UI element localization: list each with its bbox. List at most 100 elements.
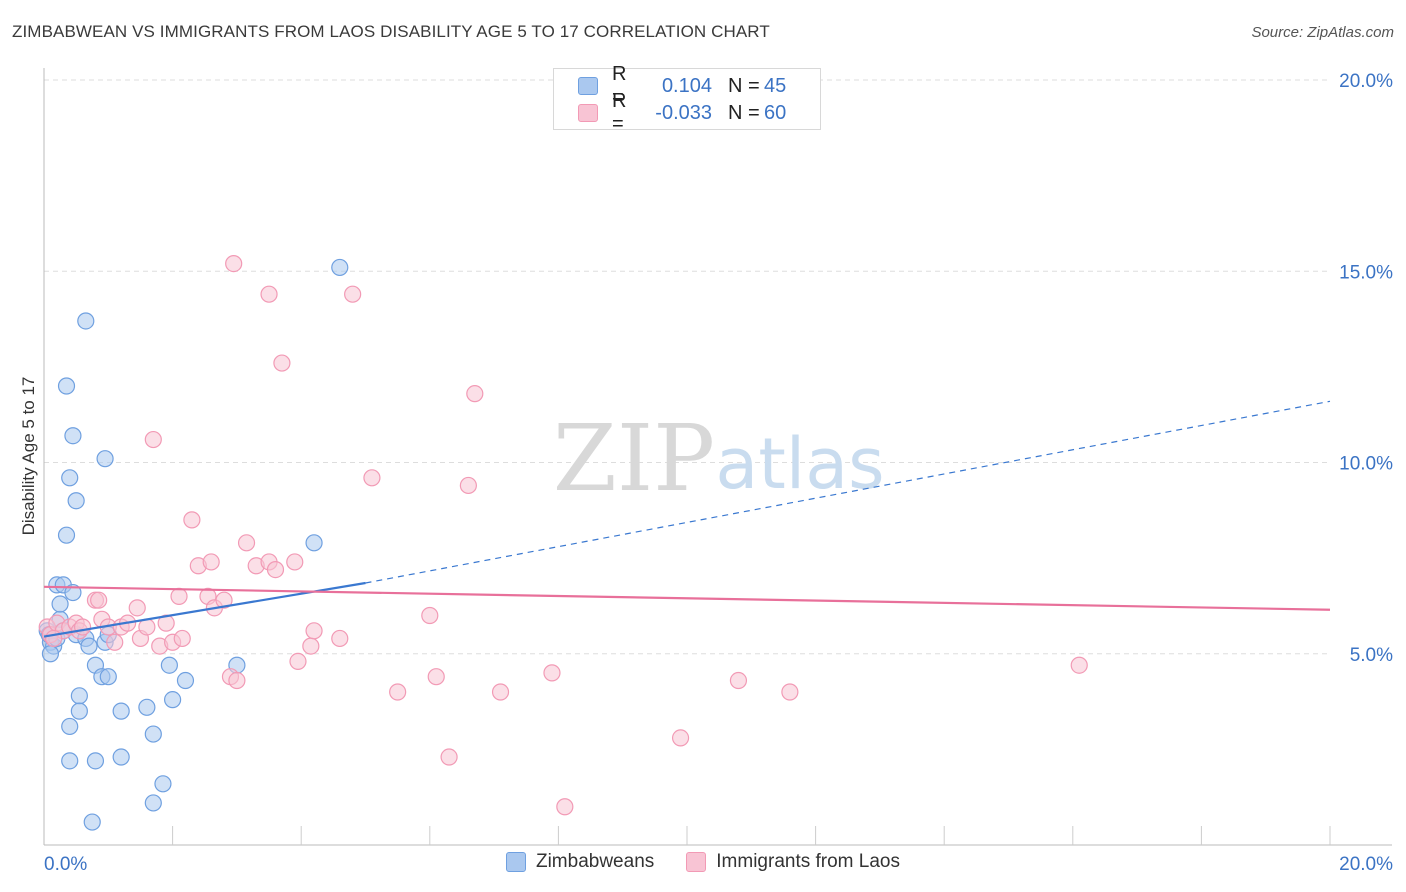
- laos-point: [202, 553, 220, 571]
- zimbabwean-point: [144, 725, 162, 743]
- zimbabwean-point: [64, 583, 82, 602]
- zimbabwean-point: [41, 645, 60, 663]
- laos-point: [543, 664, 561, 682]
- bottom-swatch-zimbabweans: [505, 852, 526, 872]
- y-tick-label: 5.0%: [1350, 645, 1393, 666]
- laos-point: [215, 591, 233, 609]
- zimbabwean-trend-extension: [365, 400, 1331, 584]
- laos-point: [421, 606, 439, 625]
- zimbabwean-point: [77, 312, 95, 330]
- laos-point: [289, 652, 307, 671]
- laos-point: [273, 354, 291, 372]
- bottom-legend-laos[interactable]: Immigrants from Laos: [686, 851, 900, 873]
- zimbabwean-point: [61, 469, 79, 487]
- bottom-legend-label: Zimbabweans: [535, 851, 655, 872]
- laos-point: [331, 629, 349, 648]
- zimbabwean-point: [96, 450, 114, 468]
- zimbabwean-point: [138, 698, 156, 716]
- zimbabwean-point: [112, 748, 130, 766]
- zimbabwean-point: [64, 427, 82, 445]
- zimbabwean-point: [61, 717, 79, 736]
- chart-source: Source: ZipAtlas.com: [1251, 24, 1394, 41]
- laos-point: [466, 385, 484, 403]
- zimbabwean-point: [86, 752, 105, 770]
- x-tick-label-max: 20.0%: [1339, 854, 1393, 875]
- laos-point: [427, 668, 445, 686]
- bottom-legend: Zimbabweans Immigrants from Laos: [0, 851, 1406, 873]
- zimbabwean-point: [83, 813, 101, 831]
- laos-point: [556, 798, 574, 816]
- laos-point: [440, 748, 458, 766]
- laos-point: [363, 469, 381, 487]
- y-tick-label: 15.0%: [1339, 262, 1393, 283]
- bottom-legend-zimbabweans[interactable]: Zimbabweans: [505, 851, 655, 873]
- chart-title: ZIMBABWEAN VS IMMIGRANTS FROM LAOS DISAB…: [12, 22, 770, 41]
- laos-point: [266, 560, 285, 579]
- laos-point: [305, 622, 323, 640]
- legend-n-label: N =: [728, 74, 760, 97]
- laos-point: [90, 591, 108, 609]
- legend-row-zimbabweans: R = 0.104 N = 45: [578, 63, 794, 108]
- bottom-legend-label: Immigrants from Laos: [716, 851, 900, 872]
- zimbabwean-point: [99, 668, 117, 686]
- laos-point: [302, 637, 320, 655]
- zimbabwean-point: [331, 258, 349, 277]
- legend-swatch-zimbabweans: [578, 77, 598, 95]
- trend-layer: [43, 400, 1331, 638]
- laos-point: [344, 285, 362, 303]
- points-layer: [38, 255, 1088, 831]
- legend-n-label: N =: [728, 101, 760, 124]
- legend-r-value: -0.033: [655, 101, 712, 124]
- laos-point: [144, 430, 162, 449]
- laos-point: [671, 729, 690, 747]
- laos-point: [237, 534, 256, 552]
- x-tick-label-min: 0.0%: [44, 854, 87, 875]
- laos-point: [389, 683, 407, 701]
- laos-point: [73, 618, 92, 636]
- laos-point: [173, 629, 191, 648]
- legend-r-label: R =: [612, 90, 627, 135]
- legend-swatch-laos: [578, 104, 598, 122]
- zimbabwean-point: [61, 752, 79, 770]
- y-tick-label: 10.0%: [1339, 454, 1393, 475]
- laos-point: [183, 511, 201, 529]
- laos-point: [729, 671, 748, 690]
- zimbabwean-point: [80, 637, 98, 655]
- zimbabwean-point: [67, 492, 85, 510]
- zimbabwean-point: [112, 702, 130, 720]
- laos-trend-line: [43, 585, 1331, 611]
- watermark-atlas: atlas: [715, 423, 884, 505]
- zimbabwean-point: [176, 671, 195, 690]
- zimbabwean-point: [160, 656, 178, 674]
- legend-r-label: R =: [612, 63, 627, 108]
- laos-point: [491, 683, 510, 701]
- y-axis-label: Disability Age 5 to 17: [19, 377, 38, 536]
- zimbabwean-point: [57, 377, 76, 395]
- laos-point: [225, 255, 243, 273]
- laos-point: [45, 629, 63, 648]
- laos-point: [1070, 656, 1088, 674]
- zimbabwean-point: [164, 691, 182, 709]
- laos-point: [106, 633, 124, 651]
- zimbabwean-point: [305, 534, 323, 552]
- legend-n-value: 45: [764, 74, 787, 97]
- legend-n-value: 60: [764, 101, 787, 124]
- zimbabwean-point: [144, 794, 162, 812]
- legend-row-laos: R = -0.033 N = 60: [578, 90, 794, 135]
- legend-box: R = 0.104 N = 45 R = -0.033 N = 60: [553, 63, 821, 135]
- laos-point: [781, 683, 799, 701]
- tick-labels: 5.0% 10.0% 15.0% 20.0% 0.0% 20.0%: [44, 71, 1393, 875]
- laos-point: [459, 476, 477, 495]
- zimbabwean-point: [154, 775, 172, 793]
- axes: [43, 68, 1392, 846]
- laos-point: [170, 587, 188, 605]
- laos-point: [286, 553, 304, 571]
- zimbabwean-point: [51, 595, 69, 613]
- watermark: ZIP atlas: [553, 405, 885, 512]
- laos-point: [260, 285, 278, 303]
- zimbabwean-point: [70, 702, 88, 720]
- watermark-zip: ZIP: [553, 405, 715, 512]
- bottom-swatch-laos: [686, 852, 707, 872]
- laos-point: [228, 671, 246, 690]
